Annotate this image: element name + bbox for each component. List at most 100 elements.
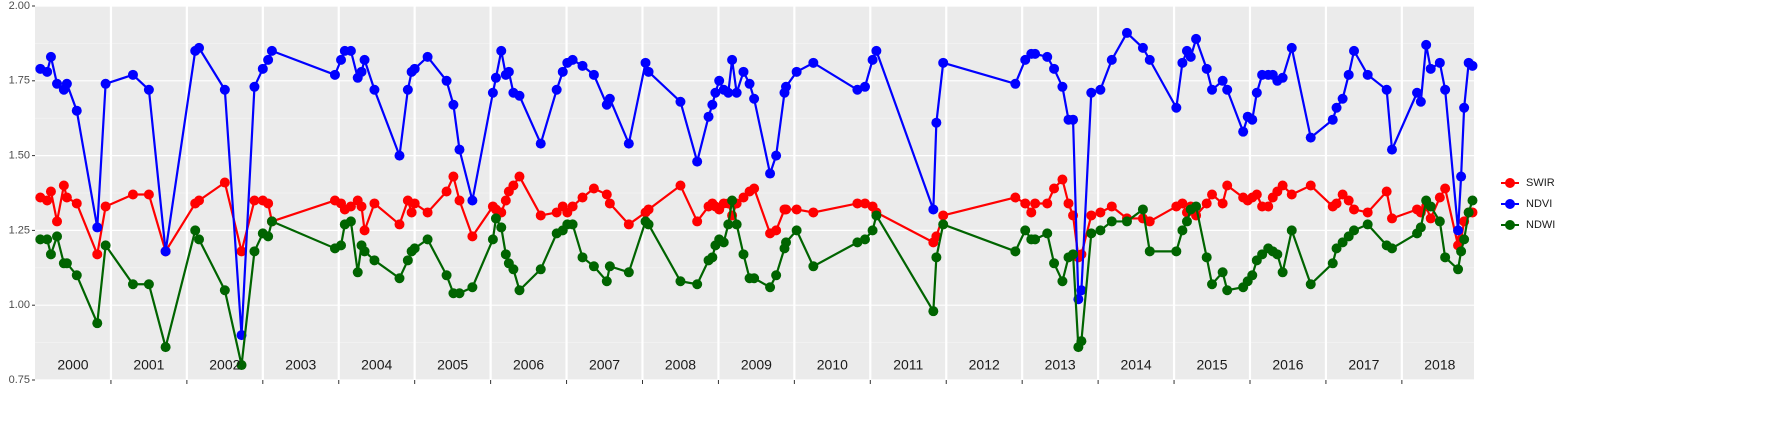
point	[643, 204, 654, 215]
point	[731, 219, 742, 230]
point	[1440, 252, 1451, 263]
point	[249, 195, 260, 206]
legend-swatch	[1505, 220, 1515, 230]
point	[100, 240, 111, 251]
point	[714, 75, 725, 86]
point	[675, 96, 686, 107]
point	[781, 237, 792, 248]
point	[441, 75, 452, 86]
point	[1057, 81, 1068, 92]
point	[441, 270, 452, 281]
point	[871, 210, 882, 221]
point	[194, 234, 205, 245]
point	[588, 69, 599, 80]
point	[567, 201, 578, 212]
point	[1349, 45, 1360, 56]
point	[808, 57, 819, 68]
point	[236, 246, 247, 257]
point	[551, 84, 562, 95]
point	[1185, 51, 1196, 62]
point	[422, 51, 433, 62]
point	[71, 198, 82, 209]
point	[577, 192, 588, 203]
point	[643, 66, 654, 77]
point	[1305, 279, 1316, 290]
point	[1144, 54, 1155, 65]
point	[1095, 225, 1106, 236]
point	[1222, 285, 1233, 296]
point	[1026, 207, 1037, 218]
point	[1343, 195, 1354, 206]
x-tick-label: 2003	[285, 357, 316, 373]
point	[781, 204, 792, 215]
point	[1362, 219, 1373, 230]
point	[867, 54, 878, 65]
x-tick-label: 2007	[589, 357, 620, 373]
point	[448, 99, 459, 110]
point	[749, 93, 760, 104]
point	[852, 237, 863, 248]
point	[345, 216, 356, 227]
point	[143, 189, 154, 200]
point	[345, 45, 356, 56]
legend-swatch	[1505, 199, 1515, 209]
point	[1106, 216, 1117, 227]
point	[738, 66, 749, 77]
point	[938, 210, 949, 221]
point	[640, 57, 651, 68]
point	[1251, 87, 1262, 98]
point	[1440, 84, 1451, 95]
point	[1106, 54, 1117, 65]
point	[219, 177, 230, 188]
point	[791, 225, 802, 236]
point	[500, 249, 511, 260]
point	[808, 207, 819, 218]
x-tick-label: 2005	[437, 357, 468, 373]
point	[692, 216, 703, 227]
point	[487, 234, 498, 245]
point	[194, 42, 205, 53]
point	[1030, 234, 1041, 245]
point	[1425, 63, 1436, 74]
point	[623, 138, 634, 149]
point	[336, 54, 347, 65]
point	[345, 201, 356, 212]
point	[1222, 180, 1233, 191]
point	[52, 231, 63, 242]
point	[859, 198, 870, 209]
point	[266, 216, 277, 227]
point	[219, 285, 230, 296]
point	[1095, 84, 1106, 95]
point	[1181, 216, 1192, 227]
x-tick-label: 2000	[57, 357, 88, 373]
point	[369, 198, 380, 209]
x-tick-label: 2015	[1196, 357, 1227, 373]
point	[771, 270, 782, 281]
point	[500, 195, 511, 206]
point	[42, 234, 53, 245]
point	[852, 198, 863, 209]
point	[394, 273, 405, 284]
point	[771, 225, 782, 236]
point	[1349, 204, 1360, 215]
point	[1207, 84, 1218, 95]
x-tick-label: 2001	[133, 357, 164, 373]
point	[1277, 267, 1288, 278]
legend-label: SWIR	[1526, 177, 1555, 189]
point	[1343, 69, 1354, 80]
point	[1086, 210, 1097, 221]
point	[765, 168, 776, 179]
point	[852, 84, 863, 95]
point	[675, 276, 686, 287]
point	[329, 69, 340, 80]
point	[356, 66, 367, 77]
point	[1327, 114, 1338, 125]
point	[52, 78, 63, 89]
point	[771, 150, 782, 161]
point	[535, 138, 546, 149]
point	[1057, 174, 1068, 185]
point	[263, 231, 274, 242]
point	[1086, 228, 1097, 239]
point	[42, 66, 53, 77]
